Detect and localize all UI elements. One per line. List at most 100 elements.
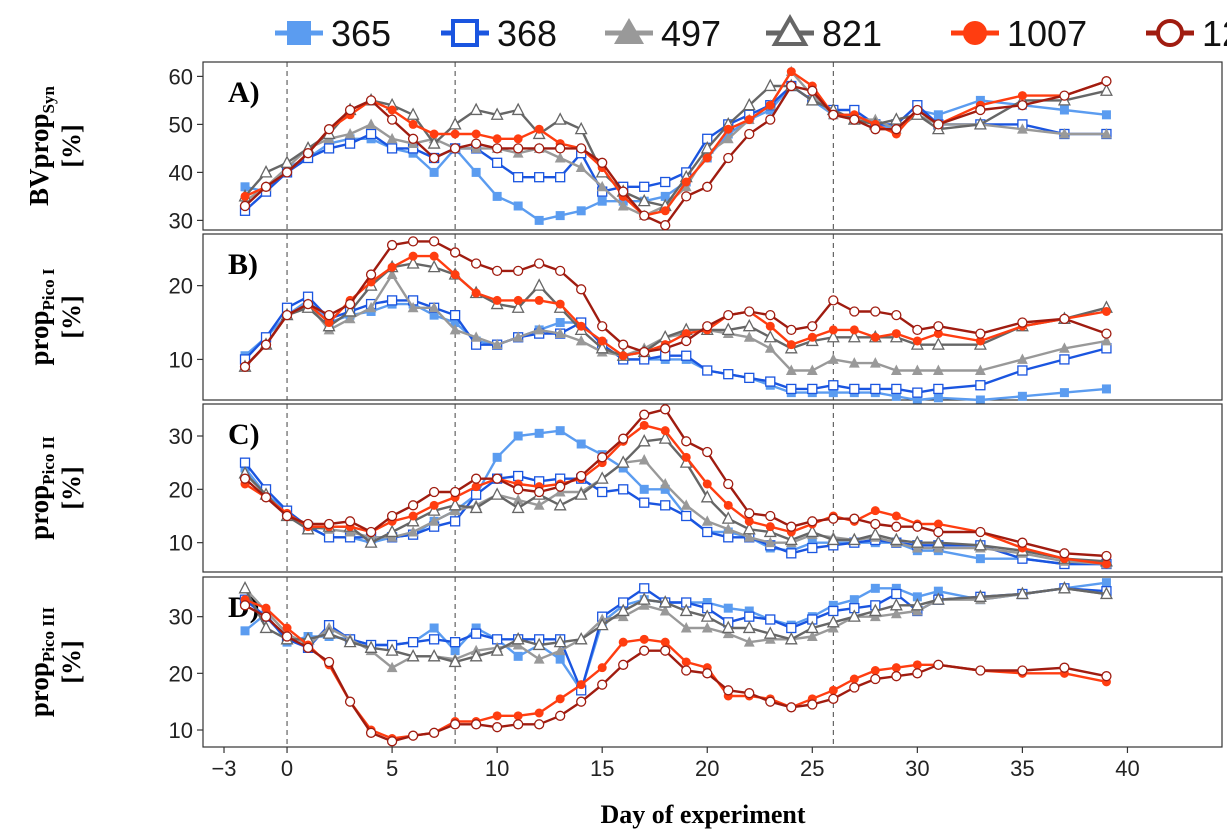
data-point: [533, 499, 545, 510]
data-point: [722, 132, 734, 144]
data-point: [534, 124, 544, 134]
data-point: [513, 134, 523, 144]
data-point: [407, 500, 419, 511]
data-point: [639, 409, 650, 420]
data-point: [1017, 123, 1028, 134]
data-point: [365, 95, 377, 106]
data-point: [470, 258, 482, 269]
data-point: [701, 515, 713, 526]
data-point: [387, 105, 397, 115]
series-1231: [239, 236, 1112, 372]
data-point: [532, 278, 546, 291]
y-tick-label: 60: [169, 64, 193, 89]
data-point: [660, 500, 671, 511]
y-tick-label: 20: [169, 477, 193, 502]
data-point: [658, 595, 672, 608]
data-point: [449, 516, 461, 527]
data-point: [281, 310, 293, 321]
data-point: [239, 600, 251, 611]
data-point: [870, 124, 881, 135]
data-point: [891, 383, 902, 395]
data-point: [618, 484, 629, 495]
data-point: [471, 288, 481, 298]
data-point: [260, 492, 272, 503]
data-point: [555, 694, 565, 704]
data-point: [555, 426, 565, 436]
data-point: [870, 673, 881, 685]
data-point: [407, 236, 419, 247]
legend-entry: 821: [766, 13, 882, 54]
data-point: [240, 191, 250, 201]
data-point: [595, 341, 609, 354]
data-point: [513, 431, 523, 441]
data-point: [386, 268, 398, 280]
panel-label: A): [228, 76, 260, 109]
data-point: [700, 609, 714, 622]
data-point: [386, 661, 398, 673]
data-point: [680, 499, 692, 510]
data-point: [1099, 83, 1113, 96]
data-point: [576, 696, 587, 707]
data-point: [512, 331, 524, 342]
data-point: [576, 439, 586, 449]
data-point: [742, 97, 756, 111]
data-point: [639, 484, 649, 494]
data-point: [721, 620, 735, 634]
data-point: [240, 182, 250, 192]
data-point: [575, 335, 587, 346]
data-point: [618, 637, 628, 647]
data-point: [1059, 90, 1070, 101]
data-point: [660, 191, 670, 201]
data-point: [344, 128, 356, 139]
data-point: [933, 119, 944, 130]
data-point: [406, 107, 420, 120]
data-point: [491, 722, 503, 733]
data-point: [470, 138, 482, 149]
data-point: [449, 143, 461, 154]
data-point: [471, 167, 481, 177]
data-point: [891, 329, 901, 339]
data-point: [786, 324, 797, 336]
data-point: [933, 329, 943, 339]
data-point: [765, 321, 775, 331]
data-point: [639, 634, 649, 644]
data-point: [639, 210, 650, 221]
data-point: [534, 486, 545, 498]
data-point: [1017, 91, 1027, 101]
legend-marker: [963, 21, 987, 45]
data-point: [534, 719, 545, 730]
data-point: [889, 532, 903, 546]
data-point: [933, 659, 944, 670]
data-point: [534, 172, 545, 183]
data-point: [742, 620, 756, 634]
data-point: [491, 143, 503, 154]
data-point: [870, 383, 881, 395]
data-point: [1017, 665, 1028, 676]
data-point: [428, 486, 440, 498]
data-point: [742, 318, 756, 332]
data-point: [259, 620, 273, 634]
data-point: [742, 521, 756, 535]
data-point: [323, 656, 335, 668]
data-point: [912, 104, 923, 116]
data-point: [595, 471, 609, 484]
data-point: [1017, 353, 1028, 364]
data-point: [681, 177, 691, 187]
data-point: [597, 663, 607, 673]
data-point: [828, 600, 838, 610]
data-point: [870, 666, 880, 675]
data-point: [639, 181, 650, 192]
data-point: [533, 653, 545, 664]
data-point: [261, 603, 271, 613]
data-point: [513, 484, 524, 495]
x-tick-label: 5: [386, 756, 398, 781]
legend-entry: 365: [275, 13, 391, 54]
data-point: [765, 510, 776, 522]
data-point: [763, 78, 777, 92]
data-point: [931, 337, 945, 350]
data-point: [786, 340, 796, 350]
data-point: [826, 329, 840, 343]
data-point: [618, 433, 629, 444]
data-point: [681, 510, 692, 522]
data-point: [470, 489, 482, 500]
